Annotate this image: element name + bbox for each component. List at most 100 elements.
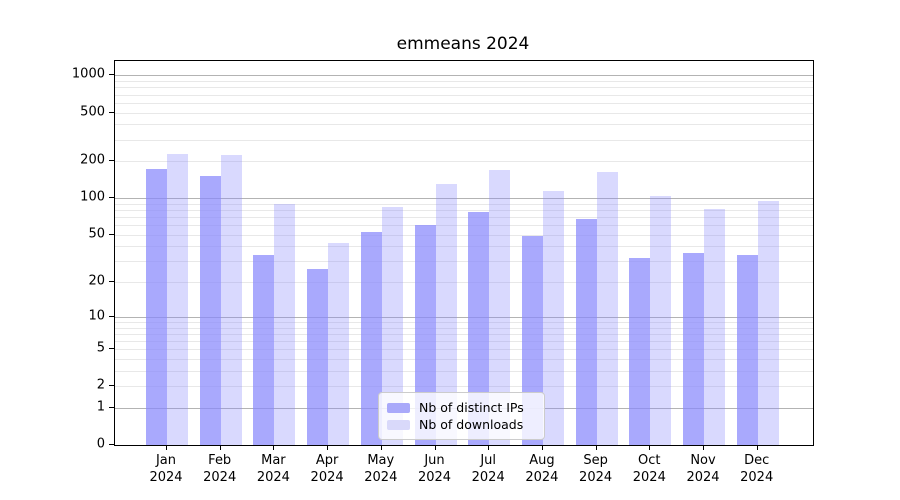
- x-tick-label: Mar 2024: [256, 453, 290, 485]
- x-tick-label: Nov 2024: [686, 453, 720, 485]
- x-tick-mark: [273, 445, 275, 450]
- bar-feb-downloads: [220, 155, 242, 445]
- major-gridline: [115, 198, 813, 200]
- chart-title: emmeans 2024: [396, 34, 530, 54]
- x-tick-mark: [380, 445, 382, 450]
- bar-jun-ips: [414, 225, 436, 445]
- y-tick-mark: [109, 160, 114, 162]
- bar-apr-downloads: [328, 242, 350, 445]
- minor-gridline: [115, 81, 813, 83]
- minor-gridline: [115, 282, 813, 284]
- legend-swatch-distinct-ips: [387, 402, 410, 413]
- y-tick-label: 50: [88, 226, 105, 242]
- minor-gridline: [115, 234, 813, 236]
- x-tick-label: Sep 2024: [579, 453, 613, 485]
- minor-gridline: [115, 349, 813, 351]
- x-tick-label: Aug 2024: [525, 453, 559, 485]
- x-tick-mark: [219, 445, 221, 450]
- y-tick-label: 1000: [71, 66, 105, 82]
- y-tick-mark: [109, 406, 114, 408]
- x-tick-mark: [756, 445, 758, 450]
- minor-gridline: [115, 340, 813, 342]
- y-tick-label: 1: [96, 399, 105, 415]
- minor-gridline: [115, 327, 813, 329]
- bar-apr-ips: [307, 268, 329, 445]
- x-tick-mark: [434, 445, 436, 450]
- minor-gridline: [115, 124, 813, 126]
- y-tick-label: 500: [80, 104, 105, 119]
- legend-item-distinct-ips: Nb of distinct IPs: [387, 399, 534, 416]
- minor-gridline: [115, 102, 813, 104]
- y-tick-mark: [109, 315, 114, 317]
- major-gridline: [115, 316, 813, 318]
- minor-gridline: [115, 139, 813, 141]
- minor-gridline: [115, 94, 813, 96]
- x-tick-label: Feb 2024: [203, 453, 237, 485]
- bar-may-ips: [360, 231, 382, 445]
- y-tick-label: 0: [96, 436, 105, 452]
- major-gridline: [115, 75, 813, 77]
- minor-gridline: [115, 386, 813, 388]
- bar-jul-ips: [468, 211, 490, 445]
- minor-gridline: [115, 333, 813, 335]
- y-tick-mark: [109, 385, 114, 387]
- x-tick-label: Jan 2024: [149, 453, 183, 485]
- minor-gridline: [115, 370, 813, 372]
- minor-gridline: [115, 209, 813, 211]
- bar-aug-downloads: [542, 190, 564, 445]
- bar-nov-ips: [683, 253, 704, 445]
- x-tick-mark: [166, 445, 167, 450]
- y-tick-mark: [109, 233, 114, 235]
- minor-gridline: [115, 203, 813, 205]
- bar-dec-ips: [736, 254, 758, 445]
- bar-feb-ips: [199, 176, 221, 445]
- legend-item-downloads: Nb of downloads: [387, 416, 534, 433]
- y-tick-mark: [109, 444, 114, 445]
- minor-gridline: [115, 321, 813, 323]
- bar-mar-downloads: [274, 203, 296, 445]
- minor-gridline: [115, 261, 813, 263]
- y-tick-mark: [109, 281, 114, 283]
- minor-gridline: [115, 112, 813, 114]
- minor-gridline: [115, 87, 813, 89]
- x-tick-label: Dec 2024: [740, 453, 774, 485]
- y-tick-mark: [109, 348, 114, 350]
- y-tick-label: 200: [80, 152, 105, 168]
- bar-nov-downloads: [704, 209, 725, 445]
- x-tick-label: Jul 2024: [471, 453, 505, 485]
- legend: Nb of distinct IPs Nb of downloads: [378, 392, 545, 440]
- x-tick-label: Oct 2024: [632, 453, 666, 485]
- y-tick-label: 5: [96, 340, 105, 356]
- plot-area: [114, 60, 814, 446]
- y-tick-label: 100: [80, 189, 105, 205]
- bar-jan-downloads: [167, 153, 188, 445]
- minor-gridline: [115, 358, 813, 360]
- x-tick-mark: [488, 445, 490, 450]
- x-tick-mark: [649, 445, 651, 450]
- minor-gridline: [115, 225, 813, 227]
- bar-mar-ips: [253, 254, 275, 445]
- x-tick-label: May 2024: [364, 453, 398, 485]
- minor-gridline: [115, 217, 813, 218]
- bar-sep-ips: [575, 219, 597, 445]
- bar-sep-downloads: [596, 172, 618, 445]
- bar-oct-ips: [629, 258, 651, 445]
- x-tick-mark: [541, 445, 543, 450]
- legend-label-distinct-ips: Nb of distinct IPs: [419, 400, 524, 415]
- x-tick-label: Jun 2024: [417, 453, 452, 485]
- x-tick-label: Apr 2024: [310, 453, 344, 485]
- y-tick-label: 20: [88, 273, 105, 289]
- x-tick-mark: [703, 445, 704, 450]
- bar-dec-downloads: [757, 201, 779, 445]
- y-tick-mark: [109, 197, 114, 199]
- bar-jan-ips: [146, 168, 167, 445]
- y-tick-mark: [109, 111, 114, 113]
- y-tick-label: 2: [96, 377, 105, 393]
- y-tick-label: 10: [88, 308, 105, 324]
- bar-jul-downloads: [489, 169, 511, 445]
- legend-swatch-downloads: [387, 419, 410, 430]
- x-tick-mark: [327, 445, 329, 450]
- bar-jun-downloads: [435, 184, 457, 445]
- minor-gridline: [115, 161, 813, 163]
